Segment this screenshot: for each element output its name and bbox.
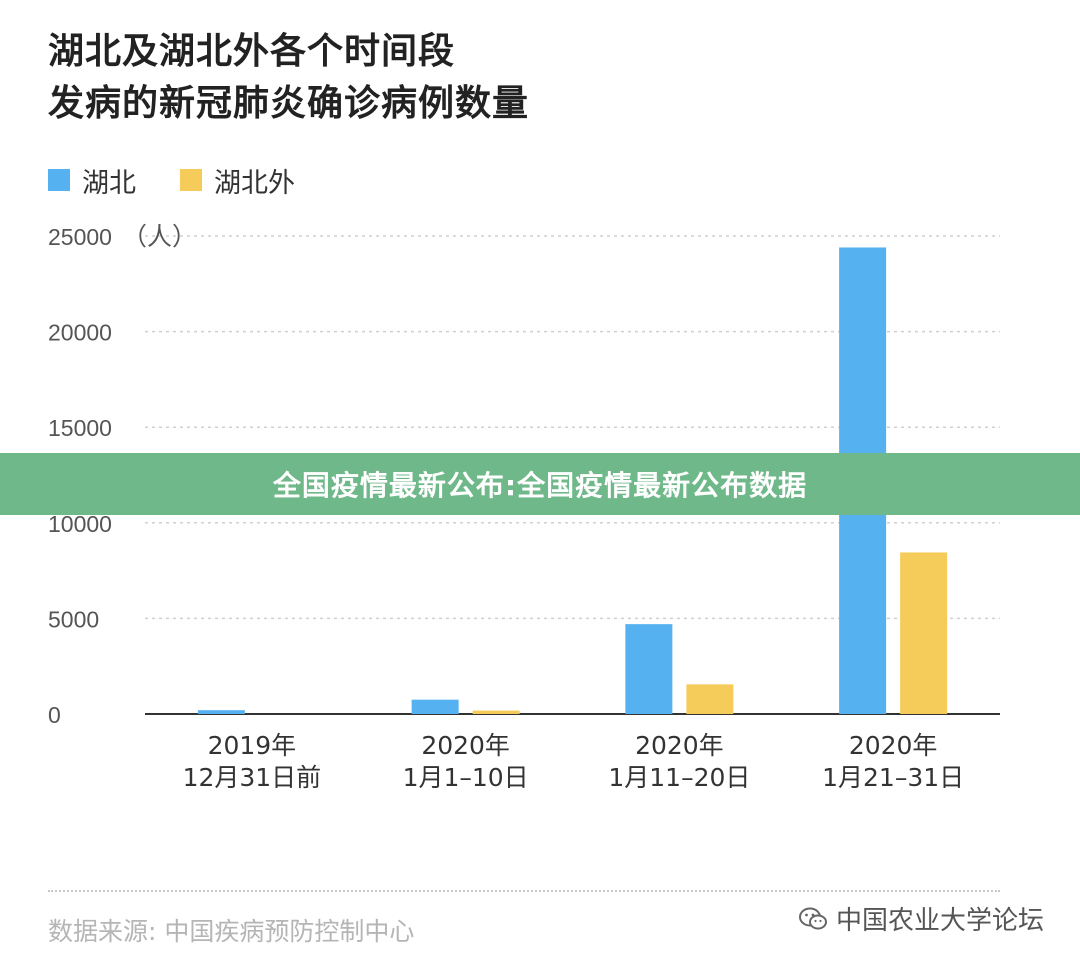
wechat-icon (798, 906, 828, 932)
y-tick-label: 15000 (48, 415, 112, 441)
y-unit-label: （人） (122, 222, 197, 251)
headline-banner: 全国疫情最新公布:全国疫情最新公布数据 (0, 453, 1080, 515)
bar-hubei-2 (625, 624, 673, 714)
data-source: 数据来源: 中国疾病预防控制中心 (48, 917, 415, 946)
x-tick-label: 2020年 (635, 731, 724, 760)
chart-title: 湖北及湖北外各个时间段 发病的新冠肺炎确诊病例数量 (48, 26, 529, 130)
bar-outside-1 (472, 710, 520, 714)
y-tick-label: 5000 (48, 606, 99, 632)
legend-label-hubei: 湖北 (82, 167, 136, 199)
title-line-2: 发病的新冠肺炎确诊病例数量 (48, 83, 530, 124)
bar-hubei-1 (411, 699, 459, 714)
legend-label-outside: 湖北外 (214, 167, 295, 199)
x-tick-label: 2019年 (208, 731, 297, 760)
y-tick-label: 20000 (48, 320, 112, 346)
bar-outside-3 (900, 552, 948, 714)
x-tick-label: 1月21–31日 (822, 763, 964, 792)
bar-hubei-0 (197, 710, 245, 714)
bar-outside-2 (686, 684, 734, 714)
legend: 湖北 湖北外 (48, 160, 325, 200)
footer-divider (48, 890, 1000, 892)
legend-item-hubei: 湖北 (48, 161, 136, 200)
x-tick-label: 1月1–10日 (403, 763, 529, 792)
x-tick-label: 12月31日前 (183, 763, 322, 792)
legend-item-outside: 湖北外 (180, 161, 295, 200)
brand-name: 中国农业大学论坛 (835, 906, 1044, 936)
legend-swatch-outside (180, 169, 202, 191)
x-tick-label: 2020年 (849, 731, 938, 760)
x-tick-label: 1月11–20日 (608, 763, 750, 792)
y-tick-label: 25000 (48, 224, 112, 250)
x-tick-label: 2020年 (421, 731, 510, 760)
title-line-1: 湖北及湖北外各个时间段 (48, 31, 456, 72)
brand-mark: 中国农业大学论坛 (798, 900, 1044, 937)
y-tick-label: 10000 (48, 511, 112, 537)
y-tick-label: 0 (48, 702, 61, 728)
legend-swatch-hubei (48, 169, 70, 191)
